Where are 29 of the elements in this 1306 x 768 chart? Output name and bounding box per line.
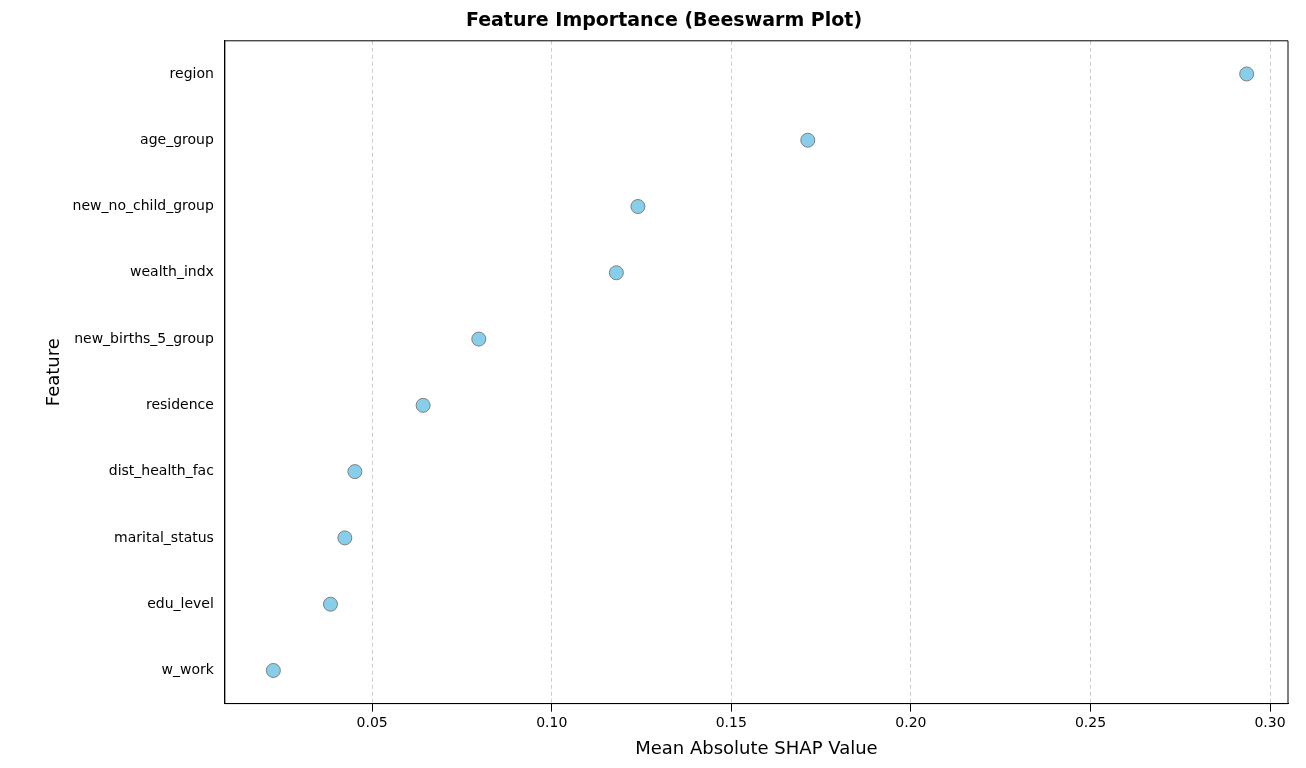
x-tick-label: 0.10 xyxy=(536,713,568,730)
x-tick-label: 0.05 xyxy=(356,713,388,730)
point xyxy=(471,331,487,347)
y-tick-label: new_births_5_group xyxy=(74,329,214,346)
point xyxy=(800,132,816,148)
x-tick-label: 0.30 xyxy=(1254,713,1286,730)
x-tick-label: 0.25 xyxy=(1074,713,1107,730)
x-tick-label: 0.20 xyxy=(895,713,927,730)
y-tick-label: region xyxy=(169,64,214,81)
point xyxy=(265,662,281,678)
y-tick-label: dist_health_fac xyxy=(108,462,214,479)
point xyxy=(630,199,646,214)
chart-title: Feature Importance (Beeswarm Plot) xyxy=(465,8,863,31)
point xyxy=(608,265,624,281)
y-tick-label: edu_level xyxy=(147,594,214,611)
point xyxy=(347,464,363,480)
x-axis-title: Mean Absolute SHAP Value xyxy=(635,736,878,758)
point xyxy=(1239,66,1255,82)
y-tick-label: age_group xyxy=(140,130,214,147)
y-tick-label: residence xyxy=(145,395,214,412)
y-tick-label: new_no_child_group xyxy=(72,197,214,214)
y-axis-title: Feature xyxy=(42,338,64,407)
point xyxy=(322,596,338,612)
x-tick-label: 0.15 xyxy=(715,713,747,730)
y-tick-label: wealth_indx xyxy=(130,263,214,280)
point xyxy=(337,530,353,546)
point xyxy=(415,397,431,413)
y-tick-label: w_work xyxy=(161,661,215,678)
y-tick-label: marital_status xyxy=(114,528,214,545)
